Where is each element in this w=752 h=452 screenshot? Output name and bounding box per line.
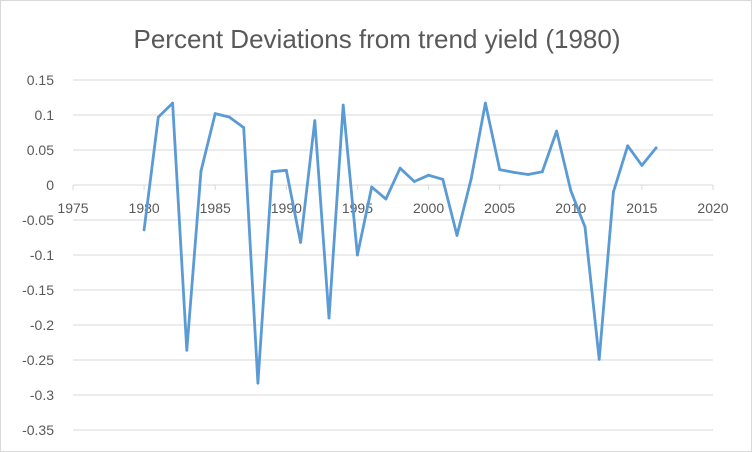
y-tick-label: -0.1 [30, 247, 54, 263]
data-point [384, 197, 388, 201]
data-point [299, 241, 302, 244]
data-point [199, 169, 203, 173]
y-tick-label: 0.05 [27, 142, 54, 158]
data-point [526, 173, 530, 176]
x-axis-tick-labels: 1975 1980 1985 1990 1995 2000 2005 2010 2015 2020 [57, 200, 728, 216]
y-axis-tick-labels: 0.15 0.1 0.05 0 -0.05 -0.1 -0.15 -0.2 -0.25 -0.3 -… [22, 72, 54, 438]
data-point [256, 381, 260, 385]
x-tick-label: 1980 [129, 200, 160, 216]
data-point [185, 348, 189, 352]
x-tick-label: 1985 [200, 200, 231, 216]
data-point [654, 146, 658, 150]
data-point [640, 164, 644, 167]
gridlines [73, 79, 713, 431]
data-point [142, 228, 146, 232]
y-tick-label: 0.1 [35, 107, 55, 123]
data-point [228, 115, 231, 119]
x-tick-label: 2005 [484, 200, 515, 216]
data-point [441, 178, 445, 181]
y-tick-label: 0 [46, 177, 54, 193]
x-tick-label: 2010 [555, 200, 586, 216]
y-tick-label: -0.2 [30, 317, 54, 333]
data-point [612, 190, 615, 194]
data-point [484, 101, 487, 105]
data-point [540, 170, 544, 174]
data-point [569, 189, 573, 193]
data-point [327, 316, 331, 320]
data-point [469, 177, 473, 181]
y-tick-label: 0.15 [27, 72, 54, 88]
data-point [242, 126, 246, 129]
y-tick-label: -0.05 [22, 212, 54, 228]
data-point [455, 234, 459, 237]
data-point [156, 115, 160, 119]
x-tick-label: 2015 [626, 200, 657, 216]
data-point [512, 171, 516, 174]
y-tick-label: -0.25 [22, 352, 54, 368]
data-point [356, 253, 359, 257]
data-point [398, 166, 402, 170]
x-tick-label: 2020 [697, 200, 728, 216]
x-tick-label: 2000 [413, 200, 444, 216]
data-point [427, 173, 430, 177]
data-point [370, 185, 374, 189]
data-point [583, 225, 587, 229]
data-point [498, 168, 502, 172]
y-tick-label: -0.15 [22, 282, 54, 298]
data-point [270, 170, 274, 174]
x-tick-label: 1975 [57, 200, 88, 216]
data-point [171, 101, 174, 105]
data-point [597, 357, 601, 361]
data-point [313, 119, 317, 122]
data-point [213, 112, 217, 115]
x-tick-label: 1990 [271, 200, 302, 216]
chart-title: Percent Deviations from trend yield (198… [133, 24, 620, 54]
data-point [626, 144, 630, 148]
series-line [142, 101, 658, 385]
data-point [555, 129, 558, 133]
data-point [284, 168, 288, 172]
y-tick-label: -0.35 [22, 422, 54, 438]
data-point [412, 180, 416, 183]
data-point [341, 103, 345, 107]
y-tick-label: -0.3 [30, 387, 54, 403]
data-series [142, 101, 658, 385]
